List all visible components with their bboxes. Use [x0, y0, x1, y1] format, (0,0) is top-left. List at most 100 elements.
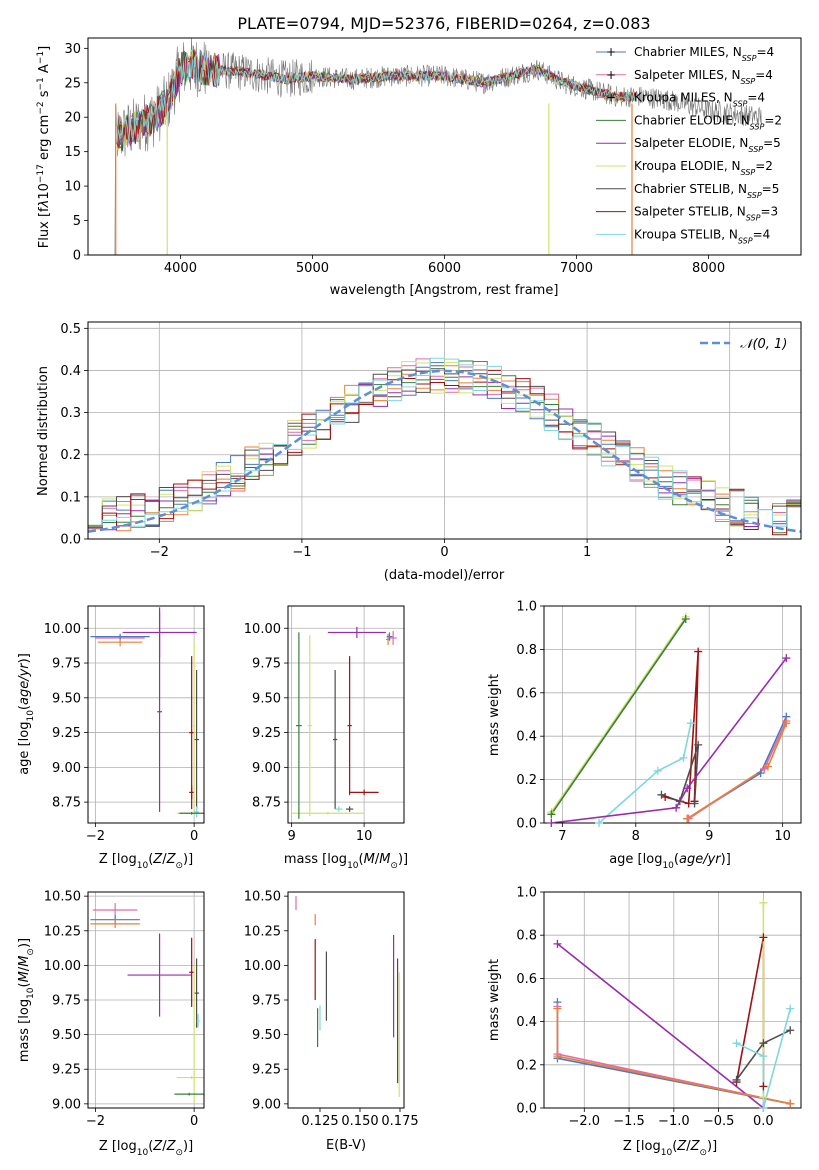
spectrum-xtick-label-2: 6000 — [428, 261, 461, 276]
weight-vs-Z-xlabel: Z [log10(Z/Z⊙)] — [623, 1139, 717, 1158]
spectrum-legend-label-2: Kroupa MILES, NSSP=4 — [634, 91, 765, 109]
residuals-xlabel: (data-model)/error — [384, 568, 505, 583]
age-vs-mass-ytick-label-3: 9.50 — [252, 691, 281, 706]
spectrum-legend-label-3: Chabrier ELODIE, NSSP=2 — [634, 113, 782, 130]
spectrum-legend-label-4: Salpeter ELODIE, NSSP=5 — [634, 136, 781, 154]
weight-vs-age-marker-1-0 — [547, 810, 556, 819]
mass-vs-ebv-frame — [287, 891, 405, 1109]
mass-vs-Z-ytick-label-5: 10.25 — [44, 924, 81, 939]
weight-vs-age-marker-5-1 — [672, 803, 681, 812]
age-vs-mass-ytick-label-2: 9.25 — [252, 726, 281, 741]
age-vs-mass-xtick-label-0: 9 — [287, 829, 295, 844]
weight-vs-Z-marker-7-2 — [759, 1104, 768, 1112]
spectrum-legend-label-5: Kroupa ELODIE, NSSP=2 — [634, 159, 773, 177]
spectrum-model-6 — [116, 51, 637, 151]
mass-vs-Z-xtick-label-0: −2 — [86, 1114, 105, 1129]
mass-vs-Z-xtick-label-1: 0 — [190, 1114, 198, 1129]
weight-vs-Z-xtick-label-2: −1.0 — [658, 1114, 690, 1129]
age-vs-Z-xtick-label-0: −2 — [86, 829, 105, 844]
mass-vs-ebv-xtick-label-1: 0.150 — [341, 1114, 378, 1129]
weight-vs-age-marker-5-2 — [683, 784, 692, 793]
age-vs-mass-panel: mass [log10(M/M⊙)] 9 10 8.75 9.00 9.25 9.50 9.… — [244, 605, 408, 871]
weight-vs-Z-series-0 — [556, 943, 764, 1108]
age-vs-mass-ytick-label-1: 9.00 — [252, 761, 281, 776]
spectrum-xtick-label-4: 8000 — [692, 261, 725, 276]
residuals-xtick-label-0: −2 — [150, 545, 169, 560]
residuals-ytick-label-5: 0.5 — [60, 322, 81, 337]
age-vs-Z-ytick-label-4: 9.75 — [52, 657, 81, 672]
residuals-gaussian — [88, 369, 801, 533]
weight-vs-age-series-7 — [688, 720, 788, 820]
mass-vs-ebv-xlabel: E(B-V) — [326, 1138, 366, 1153]
mass-vs-ebv-ytick-label-6: 10.50 — [244, 890, 281, 905]
weight-vs-Z-marker-5-1 — [759, 1039, 768, 1048]
mass-vs-ebv-xtick-label-2: 0.175 — [381, 1114, 418, 1129]
spectrum-xtick-label-3: 7000 — [560, 261, 593, 276]
residuals-xtick-label-2: 0 — [440, 545, 448, 560]
residuals-ytick-label-4: 0.4 — [60, 364, 81, 379]
residuals-legend-label: 𝒩(0, 1) — [740, 337, 787, 352]
weight-vs-age-ytick-label-1: 0.2 — [516, 773, 537, 788]
weight-vs-age-marker-4-3 — [686, 719, 695, 728]
spectrum-ytick-label-6: 30 — [64, 42, 81, 57]
weight-vs-age-xlabel: age [log10(age/yr)] — [609, 852, 731, 871]
weight-vs-Z-marker-3-0 — [553, 1004, 562, 1013]
weight-vs-age-marker-3-0 — [657, 790, 666, 799]
weight-vs-Z-marker-7-1 — [759, 1052, 768, 1061]
spectrum-marks — [114, 38, 762, 255]
weight-vs-age-marker-2-2 — [694, 647, 703, 656]
residuals-xtick-label-1: −1 — [292, 545, 311, 560]
age-vs-Z-ytick-label-2: 9.25 — [52, 726, 81, 741]
age-vs-mass-ytick-label-0: 8.75 — [252, 796, 281, 811]
weight-vs-Z-panel: Z [log10(Z/Z⊙)] mass weight −2.0 −1.5 −1.0… — [487, 886, 802, 1158]
weight-vs-age-marker-6-1 — [756, 769, 765, 778]
weight-vs-Z-ytick-label-3: 0.6 — [516, 972, 537, 987]
spectrum-title: PLATE=0794, MJD=52376, FIBERID=0264, z=0… — [237, 14, 650, 33]
weight-vs-Z-marker-4-2 — [759, 1082, 768, 1091]
weight-vs-Z-marker-5-2 — [786, 1026, 795, 1035]
weight-vs-Z-series-7 — [736, 1008, 792, 1108]
age-vs-Z-xlabel: Z [log10(Z/Z⊙)] — [99, 852, 193, 871]
mass-vs-ebv-panel: E(B-V) 0.125 0.150 0.175 9.00 9.25 9.50 9.75 10… — [244, 890, 419, 1153]
spectrum-legend-label-7: Salpeter STELIB, NSSP=3 — [634, 205, 778, 223]
residuals-hist-5 — [88, 361, 801, 527]
spectrum-ytick-label-4: 20 — [64, 111, 81, 126]
weight-vs-Z-series-4 — [735, 937, 765, 1087]
weight-vs-Z-xtick-label-4: 0.0 — [753, 1114, 774, 1129]
mass-vs-Z-ytick-label-6: 10.50 — [44, 890, 81, 905]
weight-vs-Z-plot-area — [544, 891, 801, 1109]
mass-vs-Z-ytick-label-3: 9.75 — [52, 994, 81, 1009]
spectrum-ytick-label-3: 15 — [64, 145, 81, 160]
age-vs-Z-frame — [87, 605, 205, 824]
weight-vs-age-xtick-label-0: 7 — [558, 829, 566, 844]
residuals-plot-area — [88, 322, 801, 540]
mass-vs-ebv-ytick-label-3: 9.75 — [252, 994, 281, 1009]
spectrum-ytick-label-0: 0 — [73, 249, 81, 264]
weight-vs-age-xtick-label-2: 9 — [705, 829, 713, 844]
weight-vs-age-ytick-label-4: 0.8 — [516, 643, 537, 658]
age-vs-Z-xtick-label-1: 0 — [190, 829, 198, 844]
weight-vs-Z-marker-3-2 — [786, 1099, 795, 1108]
spectrum-legend-label-0: Chabrier MILES, NSSP=4 — [634, 45, 774, 63]
weight-vs-age-series-0 — [550, 616, 687, 813]
weight-vs-age-series-8 — [686, 722, 788, 820]
weight-vs-Z-ytick-label-1: 0.2 — [516, 1058, 537, 1073]
weight-vs-age-marker-8-1 — [763, 762, 772, 771]
weight-vs-Z-marker-5-0 — [732, 1075, 741, 1084]
weight-vs-age-ytick-label-3: 0.6 — [516, 686, 537, 701]
mass-vs-ebv-ytick-label-0: 9.00 — [252, 1097, 281, 1112]
spectrum-ylabel: Flux [fλ10−17 erg cm−2 s−1 A−1] — [36, 46, 52, 248]
spectrum-ytick-label-2: 10 — [64, 180, 81, 195]
weight-vs-Z-marker-4-1 — [759, 933, 768, 942]
weight-vs-age-marker-3-1 — [675, 797, 684, 806]
weight-vs-Z-ytick-label-2: 0.4 — [516, 1015, 537, 1030]
weight-vs-Z-marker-6-0 — [759, 1093, 768, 1102]
spectrum-panel: PLATE=0794, MJD=52376, FIBERID=0264, z=0… — [36, 14, 802, 298]
weight-vs-age-marker-1-1 — [681, 615, 690, 624]
weight-vs-age-marker-4-2 — [679, 753, 688, 762]
age-vs-Z-ylabel: age [log10(age/yr)] — [17, 653, 36, 775]
residuals-ytick-label-1: 0.1 — [60, 490, 81, 505]
weight-vs-age-panel: age [log10(age/yr)] mass weight 7 8 9 10 0.0… — [487, 600, 802, 871]
spectrum-model-3 — [116, 50, 637, 151]
weight-vs-Z-marker-0-0 — [553, 939, 562, 948]
